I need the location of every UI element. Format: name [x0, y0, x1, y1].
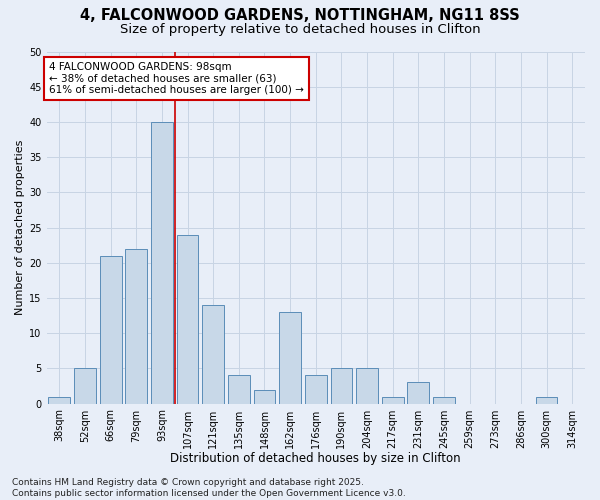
Bar: [356, 368, 378, 404]
Bar: [382, 396, 404, 404]
Text: Size of property relative to detached houses in Clifton: Size of property relative to detached ho…: [119, 22, 481, 36]
Text: Contains HM Land Registry data © Crown copyright and database right 2025.
Contai: Contains HM Land Registry data © Crown c…: [12, 478, 406, 498]
X-axis label: Distribution of detached houses by size in Clifton: Distribution of detached houses by size …: [170, 452, 461, 465]
Text: 4 FALCONWOOD GARDENS: 98sqm
← 38% of detached houses are smaller (63)
61% of sem: 4 FALCONWOOD GARDENS: 98sqm ← 38% of det…: [49, 62, 304, 96]
Bar: [228, 376, 250, 404]
Bar: [536, 396, 557, 404]
Bar: [49, 396, 70, 404]
Bar: [407, 382, 429, 404]
Bar: [433, 396, 455, 404]
Bar: [202, 305, 224, 404]
Bar: [305, 376, 326, 404]
Text: 4, FALCONWOOD GARDENS, NOTTINGHAM, NG11 8SS: 4, FALCONWOOD GARDENS, NOTTINGHAM, NG11 …: [80, 8, 520, 22]
Bar: [176, 234, 199, 404]
Bar: [151, 122, 173, 404]
Bar: [125, 248, 147, 404]
Bar: [254, 390, 275, 404]
Bar: [100, 256, 122, 404]
Bar: [74, 368, 96, 404]
Bar: [279, 312, 301, 404]
Y-axis label: Number of detached properties: Number of detached properties: [15, 140, 25, 315]
Bar: [331, 368, 352, 404]
